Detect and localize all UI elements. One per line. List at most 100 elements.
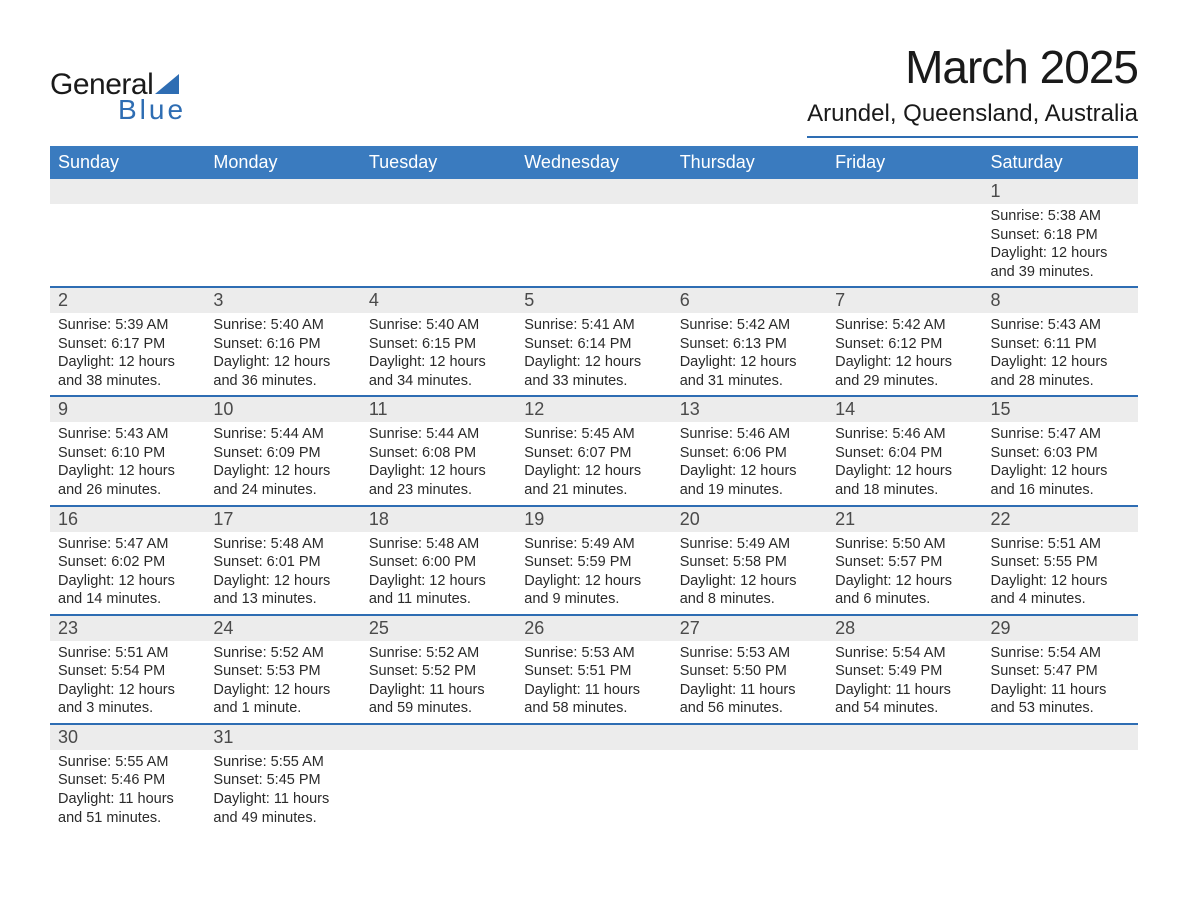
daylight-line: Daylight: 12 hours and 36 minutes. (213, 353, 352, 390)
daylight-line: Daylight: 12 hours and 24 minutes. (213, 462, 352, 499)
sunrise-line: Sunrise: 5:48 AM (213, 535, 352, 554)
day-number: 25 (361, 616, 516, 641)
daylight-line: Daylight: 12 hours and 9 minutes. (524, 572, 663, 609)
day-number: 7 (827, 288, 982, 313)
day-of-week-header: Sunday Monday Tuesday Wednesday Thursday… (50, 146, 1138, 179)
daynum-row: 1 (50, 179, 1138, 204)
day-cell: Sunrise: 5:43 AMSunset: 6:10 PMDaylight:… (50, 422, 205, 504)
daylight-line: Daylight: 12 hours and 21 minutes. (524, 462, 663, 499)
daylight-line: Daylight: 12 hours and 6 minutes. (835, 572, 974, 609)
day-number: 9 (50, 397, 205, 422)
day-number: 5 (516, 288, 671, 313)
daylight-line: Daylight: 12 hours and 18 minutes. (835, 462, 974, 499)
daylight-line: Daylight: 12 hours and 8 minutes. (680, 572, 819, 609)
day-number: 12 (516, 397, 671, 422)
daylight-line: Daylight: 12 hours and 29 minutes. (835, 353, 974, 390)
day-number: 1 (983, 179, 1138, 204)
day-number: 28 (827, 616, 982, 641)
day-number (50, 179, 205, 204)
sunrise-line: Sunrise: 5:55 AM (213, 753, 352, 772)
day-cell: Sunrise: 5:38 AMSunset: 6:18 PMDaylight:… (983, 204, 1138, 286)
day-number: 11 (361, 397, 516, 422)
sunset-line: Sunset: 5:59 PM (524, 553, 663, 572)
day-number: 22 (983, 507, 1138, 532)
day-cell-empty (50, 204, 205, 286)
day-number: 21 (827, 507, 982, 532)
day-number: 3 (205, 288, 360, 313)
day-number: 18 (361, 507, 516, 532)
day-cell: Sunrise: 5:54 AMSunset: 5:47 PMDaylight:… (983, 641, 1138, 723)
month-title: March 2025 (807, 40, 1138, 94)
day-number (205, 179, 360, 204)
day-cell: Sunrise: 5:55 AMSunset: 5:46 PMDaylight:… (50, 750, 205, 832)
calendar: Sunday Monday Tuesday Wednesday Thursday… (50, 146, 1138, 832)
daynum-row: 2345678 (50, 288, 1138, 313)
dow-tuesday: Tuesday (361, 146, 516, 179)
day-number: 10 (205, 397, 360, 422)
calendar-week: 3031Sunrise: 5:55 AMSunset: 5:46 PMDayli… (50, 725, 1138, 832)
day-cell: Sunrise: 5:52 AMSunset: 5:53 PMDaylight:… (205, 641, 360, 723)
day-number: 31 (205, 725, 360, 750)
dow-sunday: Sunday (50, 146, 205, 179)
sunrise-line: Sunrise: 5:52 AM (213, 644, 352, 663)
sunrise-line: Sunrise: 5:45 AM (524, 425, 663, 444)
daylight-line: Daylight: 11 hours and 51 minutes. (58, 790, 197, 827)
day-number: 14 (827, 397, 982, 422)
calendar-week: 2345678Sunrise: 5:39 AMSunset: 6:17 PMDa… (50, 288, 1138, 397)
daylight-line: Daylight: 12 hours and 23 minutes. (369, 462, 508, 499)
daylight-line: Daylight: 12 hours and 3 minutes. (58, 681, 197, 718)
day-number (361, 725, 516, 750)
sunrise-line: Sunrise: 5:38 AM (991, 207, 1130, 226)
sunrise-line: Sunrise: 5:42 AM (680, 316, 819, 335)
day-number: 26 (516, 616, 671, 641)
sunset-line: Sunset: 6:18 PM (991, 226, 1130, 245)
day-cell: Sunrise: 5:40 AMSunset: 6:15 PMDaylight:… (361, 313, 516, 395)
day-cell: Sunrise: 5:51 AMSunset: 5:54 PMDaylight:… (50, 641, 205, 723)
day-cell: Sunrise: 5:49 AMSunset: 5:59 PMDaylight:… (516, 532, 671, 614)
sunset-line: Sunset: 6:10 PM (58, 444, 197, 463)
day-cell: Sunrise: 5:50 AMSunset: 5:57 PMDaylight:… (827, 532, 982, 614)
daylight-line: Daylight: 12 hours and 38 minutes. (58, 353, 197, 390)
daylight-line: Daylight: 11 hours and 53 minutes. (991, 681, 1130, 718)
sunset-line: Sunset: 6:06 PM (680, 444, 819, 463)
sunset-line: Sunset: 6:09 PM (213, 444, 352, 463)
sunset-line: Sunset: 6:11 PM (991, 335, 1130, 354)
sunset-line: Sunset: 5:58 PM (680, 553, 819, 572)
sunrise-line: Sunrise: 5:46 AM (680, 425, 819, 444)
sunset-line: Sunset: 6:14 PM (524, 335, 663, 354)
daylight-line: Daylight: 12 hours and 14 minutes. (58, 572, 197, 609)
day-cell-empty (672, 204, 827, 286)
daylight-line: Daylight: 11 hours and 49 minutes. (213, 790, 352, 827)
logo: General Blue (50, 40, 186, 124)
sunrise-line: Sunrise: 5:53 AM (524, 644, 663, 663)
sunset-line: Sunset: 6:15 PM (369, 335, 508, 354)
daybody-row: Sunrise: 5:55 AMSunset: 5:46 PMDaylight:… (50, 750, 1138, 832)
daylight-line: Daylight: 12 hours and 1 minute. (213, 681, 352, 718)
sunrise-line: Sunrise: 5:41 AM (524, 316, 663, 335)
sunrise-line: Sunrise: 5:54 AM (991, 644, 1130, 663)
daybody-row: Sunrise: 5:39 AMSunset: 6:17 PMDaylight:… (50, 313, 1138, 395)
sunrise-line: Sunrise: 5:43 AM (991, 316, 1130, 335)
sunset-line: Sunset: 5:52 PM (369, 662, 508, 681)
day-cell: Sunrise: 5:40 AMSunset: 6:16 PMDaylight:… (205, 313, 360, 395)
sunrise-line: Sunrise: 5:54 AM (835, 644, 974, 663)
day-number (672, 179, 827, 204)
day-cell: Sunrise: 5:39 AMSunset: 6:17 PMDaylight:… (50, 313, 205, 395)
day-cell-empty (516, 204, 671, 286)
daybody-row: Sunrise: 5:51 AMSunset: 5:54 PMDaylight:… (50, 641, 1138, 723)
day-number (672, 725, 827, 750)
daybody-row: Sunrise: 5:38 AMSunset: 6:18 PMDaylight:… (50, 204, 1138, 286)
sunset-line: Sunset: 5:57 PM (835, 553, 974, 572)
day-cell: Sunrise: 5:51 AMSunset: 5:55 PMDaylight:… (983, 532, 1138, 614)
sunset-line: Sunset: 5:55 PM (991, 553, 1130, 572)
day-number: 17 (205, 507, 360, 532)
day-cell-empty (827, 750, 982, 832)
location: Arundel, Queensland, Australia (807, 100, 1138, 138)
calendar-week: 1Sunrise: 5:38 AMSunset: 6:18 PMDaylight… (50, 179, 1138, 288)
dow-thursday: Thursday (672, 146, 827, 179)
day-number: 23 (50, 616, 205, 641)
title-block: March 2025 Arundel, Queensland, Australi… (807, 40, 1138, 138)
daynum-row: 23242526272829 (50, 616, 1138, 641)
sunset-line: Sunset: 6:07 PM (524, 444, 663, 463)
sunset-line: Sunset: 6:08 PM (369, 444, 508, 463)
